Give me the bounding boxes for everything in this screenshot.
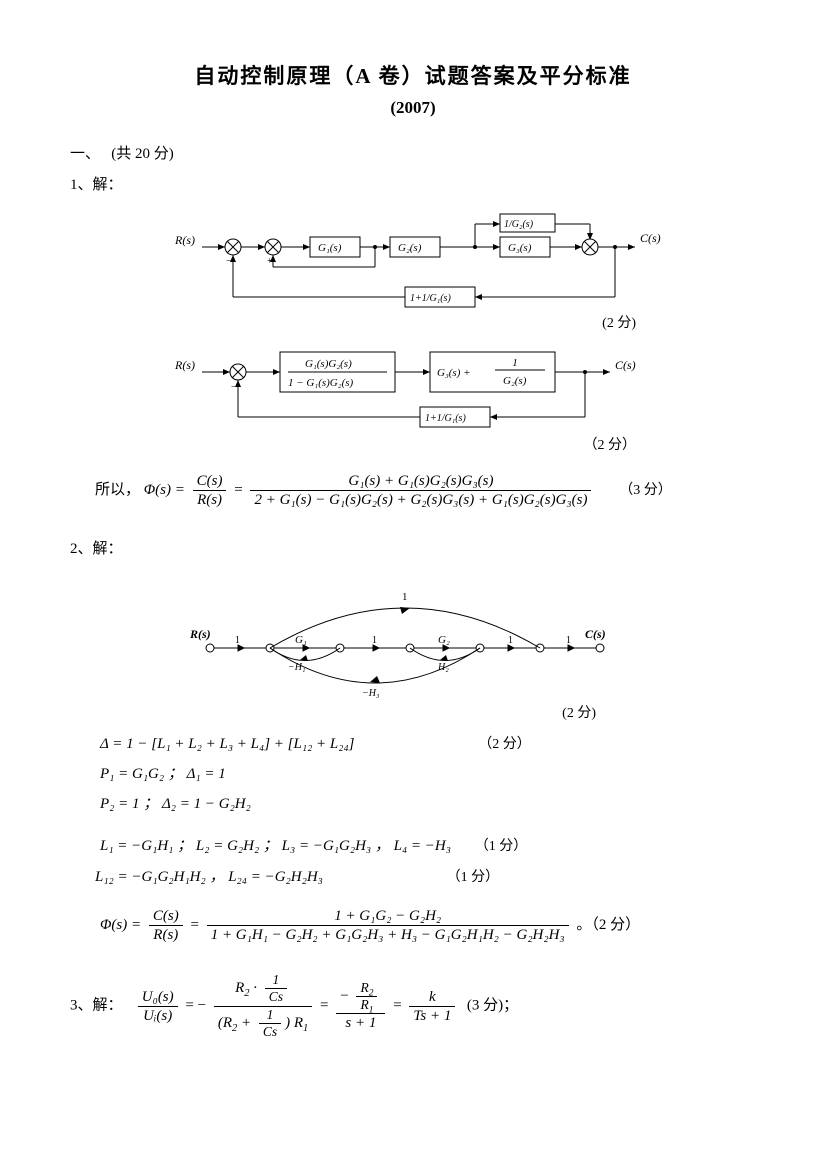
block-diagram-1: R(s) − + G₁(s) G₂(s) 1/G₂(s) G₃(s) C(s) …	[70, 212, 756, 332]
sfg-e2: 1	[372, 635, 377, 646]
q3-lhs-num: U₀(s)	[138, 988, 178, 1007]
q3-m2-den: s + 1	[336, 1014, 385, 1032]
d2-b2-den: G₂(s)	[503, 375, 527, 387]
sfg-edge-top: 1	[402, 591, 408, 603]
sfg-e4: 1	[508, 635, 513, 646]
eq-phi1-den: 2 + G₁(s) − G₁(s)G₂(s) + G₂(s)G₃(s) + G₁…	[250, 491, 591, 509]
q3-r-den: Ts + 1	[409, 1007, 455, 1025]
score-L12: （1 分）	[447, 867, 500, 889]
q3-m1-den: (R2 + 1Cs) R1	[214, 1007, 312, 1040]
score-L: （1 分）	[475, 836, 528, 858]
signal-flow-graph: R(s) C(s) 1 1 G₁ 1 G₂ 1 1 −H₁ H₂ −H₃ (2 …	[70, 588, 756, 722]
q3-m1-num: R2 · 1Cs	[214, 972, 312, 1006]
d2-b2-num: 1	[512, 357, 518, 369]
q3-r-num: k	[409, 988, 455, 1007]
sfg-e5: 1	[566, 635, 571, 646]
score-phi1: （3 分）	[619, 479, 672, 499]
d2-b1-num: G₁(s)G₂(s)	[305, 358, 352, 370]
sfg-fb3: −H₃	[362, 688, 380, 699]
section-1-points: (共 20 分)	[111, 146, 174, 162]
block-diagram-2: R(s) − G₁(s)G₂(s) 1 − G₁(s)G₂(s) G₃(s) +…	[70, 342, 756, 454]
mason-p2: P₂ = 1 ； Δ₂ = 1 − G₂H₂	[70, 792, 756, 816]
score-d1: (2 分)	[602, 312, 636, 332]
mason-p1: P₁ = G₁G₂ ； Δ₁ = 1	[70, 762, 756, 786]
d2-R: R(s)	[174, 358, 195, 372]
d1-G3: G₃(s)	[508, 242, 532, 254]
sfg-e3: G₂	[438, 634, 450, 646]
page-title: 自动控制原理（A 卷）试题答案及平分标准	[70, 60, 756, 90]
sfg-C: C(s)	[585, 627, 606, 641]
d1-R: R(s)	[174, 233, 195, 247]
sfg-fb2: H₂	[437, 662, 449, 673]
score-delta: （2 分）	[478, 734, 531, 756]
sfg-e0: 1	[235, 635, 240, 646]
d2-fb: 1+1/G₁(s)	[425, 413, 466, 424]
q3-lhs-den: Uᵢ(s)	[138, 1007, 178, 1025]
d1-C: C(s)	[640, 231, 661, 245]
d1-fb: 1+1/G₁(s)	[410, 293, 451, 304]
eq-phi2: Φ(s) = C(s) R(s) = 1 + G₁G₂ − G₂H₂ 1 + G…	[70, 907, 756, 944]
eq-phi1-cs: C(s)	[193, 472, 227, 491]
section-1-heading: 一、 (共 20 分)	[70, 142, 756, 163]
eq-phi2-tail: 。（2 分）	[576, 917, 640, 933]
mason-L-line: L₁ = −G₁H₁ ； L₂ = G₂H₂ ； L₃ = −G₁G₂H₃ ， …	[100, 838, 451, 854]
eq-phi2-num: 1 + G₁G₂ − G₂H₂	[207, 907, 569, 926]
d2-C: C(s)	[615, 358, 636, 372]
eq-phi2-lhs: Φ(s) =	[100, 917, 141, 933]
d1-plus: +	[267, 256, 273, 267]
eq-phi1-rs: R(s)	[193, 491, 227, 509]
score-sfg: (2 分)	[562, 702, 596, 722]
eq-phi2-cs: C(s)	[149, 907, 183, 926]
d1-G2: G₂(s)	[398, 242, 422, 254]
eq-phi1-prefix: 所以，	[95, 482, 140, 498]
q3-line: 3、解： U₀(s) Uᵢ(s) = − R2 · 1Cs (R2 + 1Cs)…	[70, 972, 756, 1040]
eq-phi1: 所以， Φ(s) = C(s) R(s) = G₁(s) + G₁(s)G₂(s…	[70, 472, 756, 509]
score-q3: (3 分)；	[467, 997, 518, 1013]
sfg-e1: G₁	[295, 634, 307, 646]
d2-b1-den: 1 − G₁(s)G₂(s)	[288, 377, 354, 389]
d1-minus-1: −	[226, 256, 232, 267]
mason-delta-eq: Δ = 1 − [L₁ + L₂ + L₃ + L₄] + [L₁₂ + L₂₄…	[100, 736, 355, 752]
mason-L: L₁ = −G₁H₁ ； L₂ = G₂H₂ ； L₃ = −G₁G₂H₃ ， …	[70, 834, 756, 858]
q3-m2-num: − R2R1	[336, 980, 385, 1014]
q3-label: 3、解：	[70, 997, 123, 1013]
page-subtitle: (2007)	[70, 98, 756, 118]
mason-delta: Δ = 1 − [L₁ + L₂ + L₃ + L₄] + [L₁₂ + L₂₄…	[70, 732, 756, 756]
section-1-label: 一、	[70, 146, 100, 162]
score-d2: （2 分）	[584, 434, 637, 454]
eq-phi2-rs: R(s)	[149, 926, 183, 944]
q1-label: 1、解：	[70, 173, 756, 194]
mason-L12-line: L₁₂ = −G₁G₂H₁H₂ ， L₂₄ = −G₂H₂H₃	[95, 869, 323, 885]
eq-phi2-den: 1 + G₁H₁ − G₂H₂ + G₁G₂H₃ + H₃ − G₁G₂H₁H₂…	[207, 926, 569, 944]
eq-phi1-num: G₁(s) + G₁(s)G₂(s)G₃(s)	[250, 472, 591, 491]
q2-label: 2、解：	[70, 537, 756, 558]
eq-phi1-lhs: Φ(s) =	[144, 482, 185, 498]
d2-b2-a: G₃(s) +	[437, 367, 471, 379]
sfg-R: R(s)	[190, 627, 211, 641]
d1-invG2: 1/G₂(s)	[504, 219, 534, 230]
mason-L12: L₁₂ = −G₁G₂H₁H₂ ， L₂₄ = −G₂H₂H₃ （1 分）	[70, 865, 756, 889]
d1-G1: G₁(s)	[318, 242, 342, 254]
d2-minus: −	[231, 382, 237, 393]
